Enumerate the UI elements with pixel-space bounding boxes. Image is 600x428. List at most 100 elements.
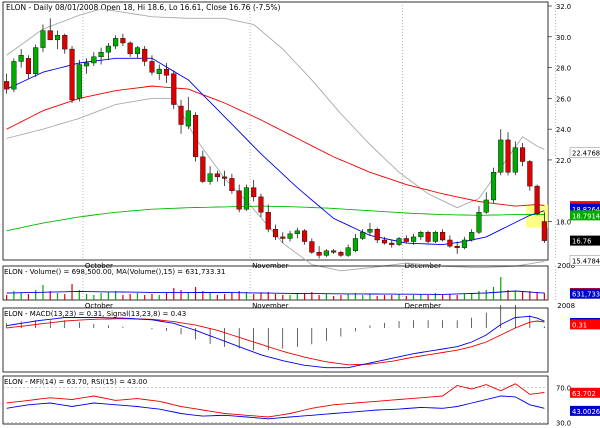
candle-up <box>352 238 358 251</box>
candle-up <box>367 229 373 233</box>
price-tick-label: 24.0 <box>556 126 571 134</box>
volume-month-label: December <box>405 302 441 310</box>
candle-up <box>476 212 482 233</box>
candle-down <box>62 35 68 50</box>
candle-up <box>432 232 438 242</box>
macd-line <box>6 315 545 369</box>
candle-down <box>69 48 75 101</box>
candle-up <box>33 47 39 74</box>
candle-down <box>440 232 446 241</box>
volume-month-label: 2008 <box>557 302 575 310</box>
candle-down <box>541 221 547 241</box>
candle-down <box>163 68 170 76</box>
candle-down <box>280 236 286 239</box>
price-tick-label: 18.0 <box>556 219 571 227</box>
candle-down <box>120 38 126 44</box>
candle-down <box>520 147 526 162</box>
candle-down <box>222 176 228 179</box>
candle-down <box>236 190 242 210</box>
volume-month-label: November <box>252 302 289 310</box>
candle-down <box>389 242 395 245</box>
volume-tag-bg <box>570 288 600 299</box>
candle-down <box>302 230 308 242</box>
candle-down <box>534 185 540 215</box>
candle-up <box>243 187 249 210</box>
price-tick-label: 32.0 <box>556 3 571 11</box>
candle-down <box>527 161 533 187</box>
macd-tag: 0.31 <box>572 321 587 329</box>
candle-down <box>178 105 184 125</box>
candle-down <box>258 196 264 213</box>
candle-up <box>411 236 417 242</box>
candle-up <box>396 238 402 245</box>
candle-down <box>331 250 337 253</box>
candle-up <box>483 199 489 213</box>
candle-up <box>345 247 351 256</box>
macd-signal-line <box>6 318 545 366</box>
candle-up <box>91 56 97 64</box>
price-tick-label: 22.0 <box>556 157 571 165</box>
price-tag: 22.4768 <box>572 150 600 158</box>
candle-up <box>287 233 293 239</box>
mfi-tick-label: 70.0 <box>556 384 571 392</box>
price-tick-label: 26.0 <box>556 95 571 103</box>
candle-up <box>490 172 497 201</box>
price-tag-bg <box>569 147 600 158</box>
macd-panel-frame <box>2 307 549 373</box>
candle-up <box>512 147 518 173</box>
macd-panel-label: ELON - MACD(13,23) = 0.31, Signal(13,23,… <box>4 310 186 318</box>
candle-up <box>113 38 119 47</box>
mfi-tag-bg <box>570 405 600 416</box>
candle-down <box>149 61 155 73</box>
candle-down <box>200 156 206 182</box>
candle-up <box>461 239 467 248</box>
candle-up <box>294 230 300 235</box>
main-panel-frame <box>2 1 549 261</box>
candle-up <box>418 232 424 238</box>
candle-down <box>272 229 279 238</box>
price-tag-bg <box>570 210 600 221</box>
candle-up <box>18 55 24 62</box>
candle-down <box>265 212 271 230</box>
candle-down <box>251 187 257 198</box>
candle-down <box>309 241 315 253</box>
candle-up <box>84 62 90 67</box>
candle-up <box>76 64 82 99</box>
chart-header: ELON - Daily 08/01/2008 Open 18, Hi 18.6… <box>6 3 281 12</box>
rsi-line <box>6 395 545 420</box>
price-tag: 16.76 <box>572 238 591 246</box>
volume-tag: 631,733 <box>572 291 600 299</box>
candle-down <box>505 139 511 173</box>
mfi-tick-label: 30.0 <box>556 419 571 427</box>
candle-down <box>214 173 220 178</box>
volume-average-line <box>6 290 545 295</box>
price-tag-bg <box>570 235 600 246</box>
candle-down <box>338 252 344 256</box>
candle-down <box>4 81 10 90</box>
candle-down <box>47 30 53 41</box>
candle-down <box>381 239 388 244</box>
candle-down <box>425 232 431 242</box>
candle-down <box>229 178 235 191</box>
candle-up <box>54 35 61 41</box>
candle-down <box>403 238 409 242</box>
candle-up <box>207 173 213 182</box>
macd-tag-bg <box>570 319 600 330</box>
candle-up <box>98 51 104 58</box>
candle-down <box>171 73 177 105</box>
price-tag: 18.7914 <box>572 212 600 220</box>
candle-down <box>25 58 31 74</box>
candle-down <box>193 115 199 158</box>
mfi-tag: 63.702 <box>572 390 596 398</box>
main-month-label: 2008 <box>557 262 575 270</box>
candle-up <box>134 47 140 54</box>
candle-down <box>316 252 322 256</box>
price-tag: 15.4784 <box>572 257 600 265</box>
candle-down <box>454 245 460 248</box>
price-tag-bg <box>570 203 600 214</box>
candle-up <box>360 232 366 239</box>
mfi-panel-label: ELON - MFI(14) = 63.70, RSI(15) = 43.00 <box>4 378 147 386</box>
candle-up <box>40 30 46 48</box>
